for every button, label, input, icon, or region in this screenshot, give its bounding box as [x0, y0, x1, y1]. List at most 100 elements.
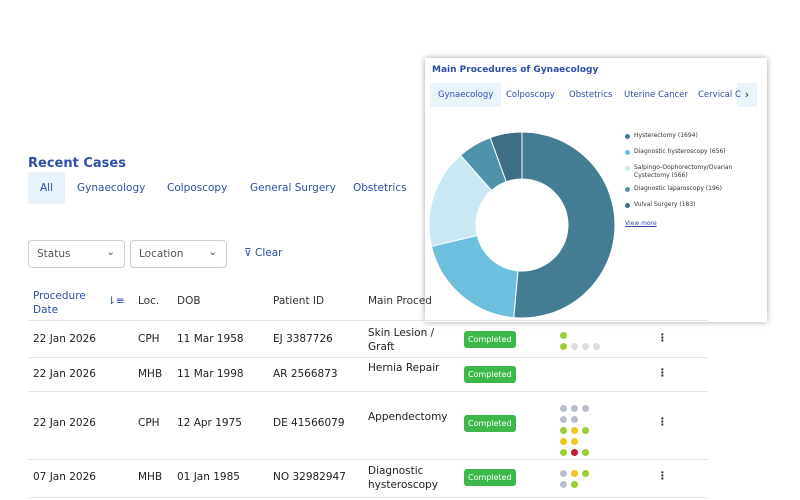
status-badge: Completed	[464, 415, 516, 432]
legend-swatch	[625, 187, 630, 192]
next-arrow[interactable]: ›	[737, 83, 757, 107]
status-dot	[582, 342, 589, 350]
sort-icon: ⇂≡	[107, 295, 125, 307]
legend-swatch	[625, 166, 630, 171]
legend-label: Hysterectomy (1694)	[634, 132, 698, 139]
status-label: Status	[37, 248, 71, 260]
cell: EJ 3387726	[273, 333, 333, 345]
chevron: ⌄	[208, 246, 217, 258]
status-dot	[582, 426, 589, 434]
legend-swatch	[625, 134, 630, 139]
status-dot	[560, 448, 567, 456]
cell: 22 Jan 2026	[33, 417, 96, 429]
tab[interactable]: Obstetrics	[353, 182, 407, 194]
status-dot	[571, 437, 578, 445]
card-title: Main Procedures of Gynaecology	[432, 65, 599, 75]
card-tab[interactable]: Cervical C	[698, 90, 741, 100]
cell: 07 Jan 2026	[33, 471, 96, 483]
status-badge: Completed	[464, 366, 516, 383]
column-header: Patient ID	[273, 295, 325, 307]
status-dot	[571, 448, 578, 456]
legend-label: Diagnostic laparoscopy (196)	[634, 185, 722, 192]
status-dot	[582, 448, 589, 456]
donut-slice	[489, 131, 523, 183]
cell: NO 32982947	[273, 471, 346, 483]
status-dot	[571, 404, 578, 412]
clear-button[interactable]: ⊽ Clear	[244, 247, 283, 259]
column-header: Main Proced	[368, 295, 432, 307]
tab[interactable]: Colposcopy	[167, 182, 228, 194]
status-badge: Completed	[464, 469, 516, 486]
row-menu[interactable]: ⋮	[657, 470, 668, 482]
status-dot	[560, 404, 567, 412]
card-tab[interactable]: Uterine Cancer	[624, 90, 688, 100]
procedure: Hernia Repair	[368, 362, 440, 374]
cell: 01 Jan 1985	[177, 471, 240, 483]
tab[interactable]: Gynaecology	[77, 182, 146, 194]
column-header: DOB	[177, 295, 201, 307]
legend-label: Salpingo-Oophorectomy/Ovarian Cystectomy…	[634, 164, 733, 179]
header-divider	[28, 320, 708, 321]
legend-label: Vulval Surgery (183)	[634, 201, 696, 208]
chevron: ⌄	[106, 246, 115, 258]
cell: 22 Jan 2026	[33, 368, 96, 380]
legend-swatch	[625, 150, 630, 155]
card-tab[interactable]: Obstetrics	[569, 90, 613, 100]
clear-label: Clear	[255, 247, 283, 259]
card-tab[interactable]: Colposcopy	[506, 90, 555, 100]
column-header: Loc.	[138, 295, 160, 307]
procedure: Skin Lesion / Graft	[368, 327, 435, 353]
row-menu[interactable]: ⋮	[657, 416, 668, 428]
status-dot	[560, 415, 567, 423]
cell: 12 Apr 1975	[177, 417, 242, 429]
status-dot	[571, 415, 578, 423]
chart-card: Main Procedures of Gynaecology › View mo…	[425, 58, 767, 322]
cell: 11 Mar 1958	[177, 333, 244, 345]
row-divider	[28, 497, 708, 498]
cell: DE 41566079	[273, 417, 345, 429]
status-dot	[560, 342, 567, 350]
tab[interactable]: All	[28, 172, 66, 204]
status-dot	[593, 342, 600, 350]
cell: 11 Mar 1998	[177, 368, 244, 380]
row-divider	[28, 357, 708, 358]
status-badge: Completed	[464, 331, 516, 348]
legend-label: Diagnostic hysteroscopy (656)	[634, 148, 726, 155]
status-dot	[560, 331, 567, 339]
card-tab[interactable]: Gynaecology	[430, 83, 502, 107]
location-filter[interactable]: Location ⌄	[130, 240, 227, 268]
row-menu[interactable]: ⋮	[657, 332, 668, 344]
tab[interactable]: General Surgery	[250, 182, 336, 194]
row-menu[interactable]: ⋮	[657, 367, 668, 379]
cell: CPH	[138, 417, 160, 429]
status-dot	[571, 342, 578, 350]
cell: CPH	[138, 333, 160, 345]
status-dot	[571, 469, 578, 477]
donut-chart	[428, 131, 616, 319]
status-dot	[560, 469, 567, 477]
legend-swatch	[625, 203, 630, 208]
status-dot	[571, 480, 578, 488]
status-dot	[560, 437, 567, 445]
view-more[interactable]: View more	[625, 220, 657, 227]
status-dot	[582, 404, 589, 412]
cell: AR 2566873	[273, 368, 338, 380]
status-filter[interactable]: Status ⌄	[28, 240, 125, 268]
cell: MHB	[138, 368, 163, 380]
procedure: Diagnostic hysteroscopy	[368, 465, 438, 491]
cell: MHB	[138, 471, 163, 483]
status-dot	[560, 426, 567, 434]
status-dot	[582, 469, 589, 477]
row-divider	[28, 391, 708, 392]
location-label: Location	[139, 248, 184, 260]
row-divider	[28, 459, 708, 460]
status-dot	[560, 480, 567, 488]
cell: 22 Jan 2026	[33, 333, 96, 345]
donut-slice	[430, 234, 519, 319]
status-dot	[571, 426, 578, 434]
section-title: Recent Cases	[28, 156, 126, 171]
procedure: Appendectomy	[368, 411, 448, 423]
donut-slice	[513, 131, 616, 319]
column-header: Procedure Date	[33, 290, 86, 316]
